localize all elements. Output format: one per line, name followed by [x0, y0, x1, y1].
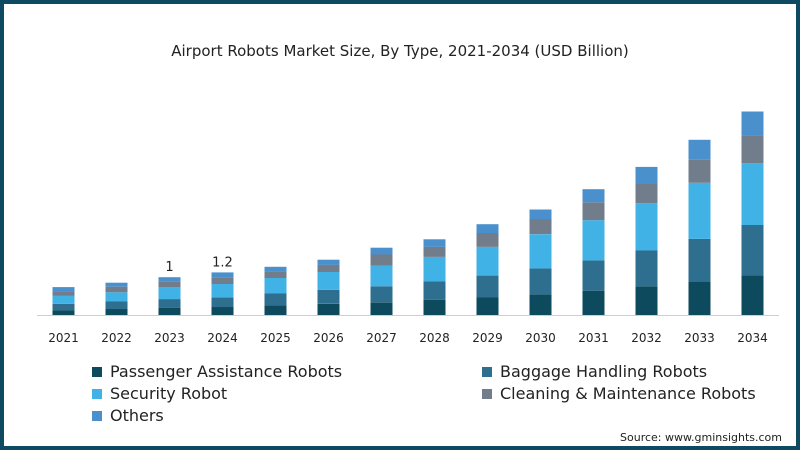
bar-2027-series-3 — [370, 265, 393, 287]
bar-2023-series-1 — [158, 307, 181, 315]
bar-2027-series-5 — [370, 247, 393, 255]
bar-2031-series-3 — [582, 220, 605, 261]
bar-2027-series-2 — [370, 286, 393, 303]
bar-chart: 2021 2022 2023 2024 2025 2026 2027 2028 2029 2030… — [37, 111, 779, 345]
bar-2027-series-1 — [370, 302, 393, 315]
bar-2025-series-3 — [264, 278, 287, 294]
bar-2022-series-5 — [105, 282, 128, 287]
bar-2021-series-4 — [52, 291, 75, 296]
bar-2030-series-4 — [529, 219, 552, 235]
bar-2029-series-1 — [476, 297, 499, 315]
bar-2027-series-4 — [370, 254, 393, 266]
bar-2023-series-2 — [158, 299, 181, 308]
data-label: 1.2 — [212, 255, 233, 270]
bar-2021-series-1 — [52, 310, 75, 315]
bar-2032-series-2 — [635, 250, 658, 287]
bar-2030-series-2 — [529, 268, 552, 295]
bar-2025-series-1 — [264, 305, 287, 315]
x-tick-label: 2028 — [419, 331, 450, 345]
x-tick-label: 2026 — [313, 331, 344, 345]
bar-2028-series-5 — [423, 239, 446, 247]
bar-2033-series-2 — [688, 238, 711, 282]
bar-2034-series-4 — [741, 135, 764, 164]
bar-2022-series-4 — [105, 286, 128, 293]
bar-2032-series-5 — [635, 166, 658, 184]
x-tick-label: 2029 — [472, 331, 503, 345]
bar-2021-series-2 — [52, 303, 75, 311]
bar-2021-series-3 — [52, 295, 75, 304]
bar-2024-series-2 — [211, 297, 234, 308]
bar-2033-series-1 — [688, 281, 711, 315]
bar-2032-series-4 — [635, 184, 658, 204]
x-tick-label: 2034 — [737, 331, 768, 345]
bar-2034-series-5 — [741, 111, 764, 136]
bar-2024-series-3 — [211, 283, 234, 298]
bar-2025-series-2 — [264, 293, 287, 306]
bar-2028-series-1 — [423, 299, 446, 315]
x-tick-label: 2023 — [154, 331, 185, 345]
bar-2029-series-4 — [476, 233, 499, 247]
bar-2030-series-1 — [529, 294, 552, 315]
source-note: Source: www.gminsights.com — [620, 431, 782, 444]
bar-2026-series-4 — [317, 264, 340, 272]
bar-2024-series-1 — [211, 307, 234, 315]
bar-2024-series-4 — [211, 277, 234, 284]
bar-2029-series-3 — [476, 246, 499, 276]
x-tick-label: 2033 — [684, 331, 715, 345]
bar-2034-series-3 — [741, 163, 764, 225]
bar-2032-series-3 — [635, 203, 658, 251]
x-tick-label: 2024 — [207, 331, 238, 345]
bar-2024-series-5 — [211, 272, 234, 278]
bar-2023-series-4 — [158, 281, 181, 288]
bar-2026-series-5 — [317, 259, 340, 265]
bar-2028-series-2 — [423, 281, 446, 300]
x-tick-label: 2030 — [525, 331, 556, 345]
bar-2029-series-2 — [476, 275, 499, 298]
bar-2031-series-1 — [582, 290, 605, 315]
bar-2031-series-5 — [582, 189, 605, 203]
x-tick-label: 2031 — [578, 331, 609, 345]
bar-2030-series-3 — [529, 234, 552, 269]
bar-2032-series-1 — [635, 286, 658, 315]
bar-2026-series-2 — [317, 289, 340, 304]
bar-2031-series-2 — [582, 260, 605, 291]
bar-2034-series-2 — [741, 225, 764, 276]
bar-2028-series-4 — [423, 246, 446, 257]
bar-2033-series-4 — [688, 159, 711, 183]
bar-2028-series-3 — [423, 256, 446, 282]
chart-title: Airport Robots Market Size, By Type, 202… — [171, 42, 629, 60]
bar-2026-series-1 — [317, 303, 340, 315]
x-tick-label: 2021 — [48, 331, 79, 345]
bar-2034-series-1 — [741, 275, 764, 315]
bar-2022-series-2 — [105, 301, 128, 310]
bar-2025-series-5 — [264, 266, 287, 272]
bar-2022-series-1 — [105, 309, 128, 315]
bar-2033-series-5 — [688, 139, 711, 160]
bar-2022-series-3 — [105, 292, 128, 302]
x-tick-label: 2025 — [260, 331, 291, 345]
x-tick-label: 2027 — [366, 331, 397, 345]
bar-2023-series-3 — [158, 287, 181, 299]
x-tick-label: 2022 — [101, 331, 132, 345]
bar-2033-series-3 — [688, 182, 711, 239]
bar-2029-series-5 — [476, 224, 499, 233]
data-label: 1 — [165, 260, 173, 275]
x-tick-label: 2032 — [631, 331, 662, 345]
bar-2021-series-5 — [52, 287, 75, 292]
bar-2030-series-5 — [529, 209, 552, 220]
bar-2023-series-5 — [158, 277, 181, 282]
bar-2031-series-4 — [582, 202, 605, 221]
bar-2025-series-4 — [264, 271, 287, 278]
bar-2026-series-3 — [317, 272, 340, 290]
